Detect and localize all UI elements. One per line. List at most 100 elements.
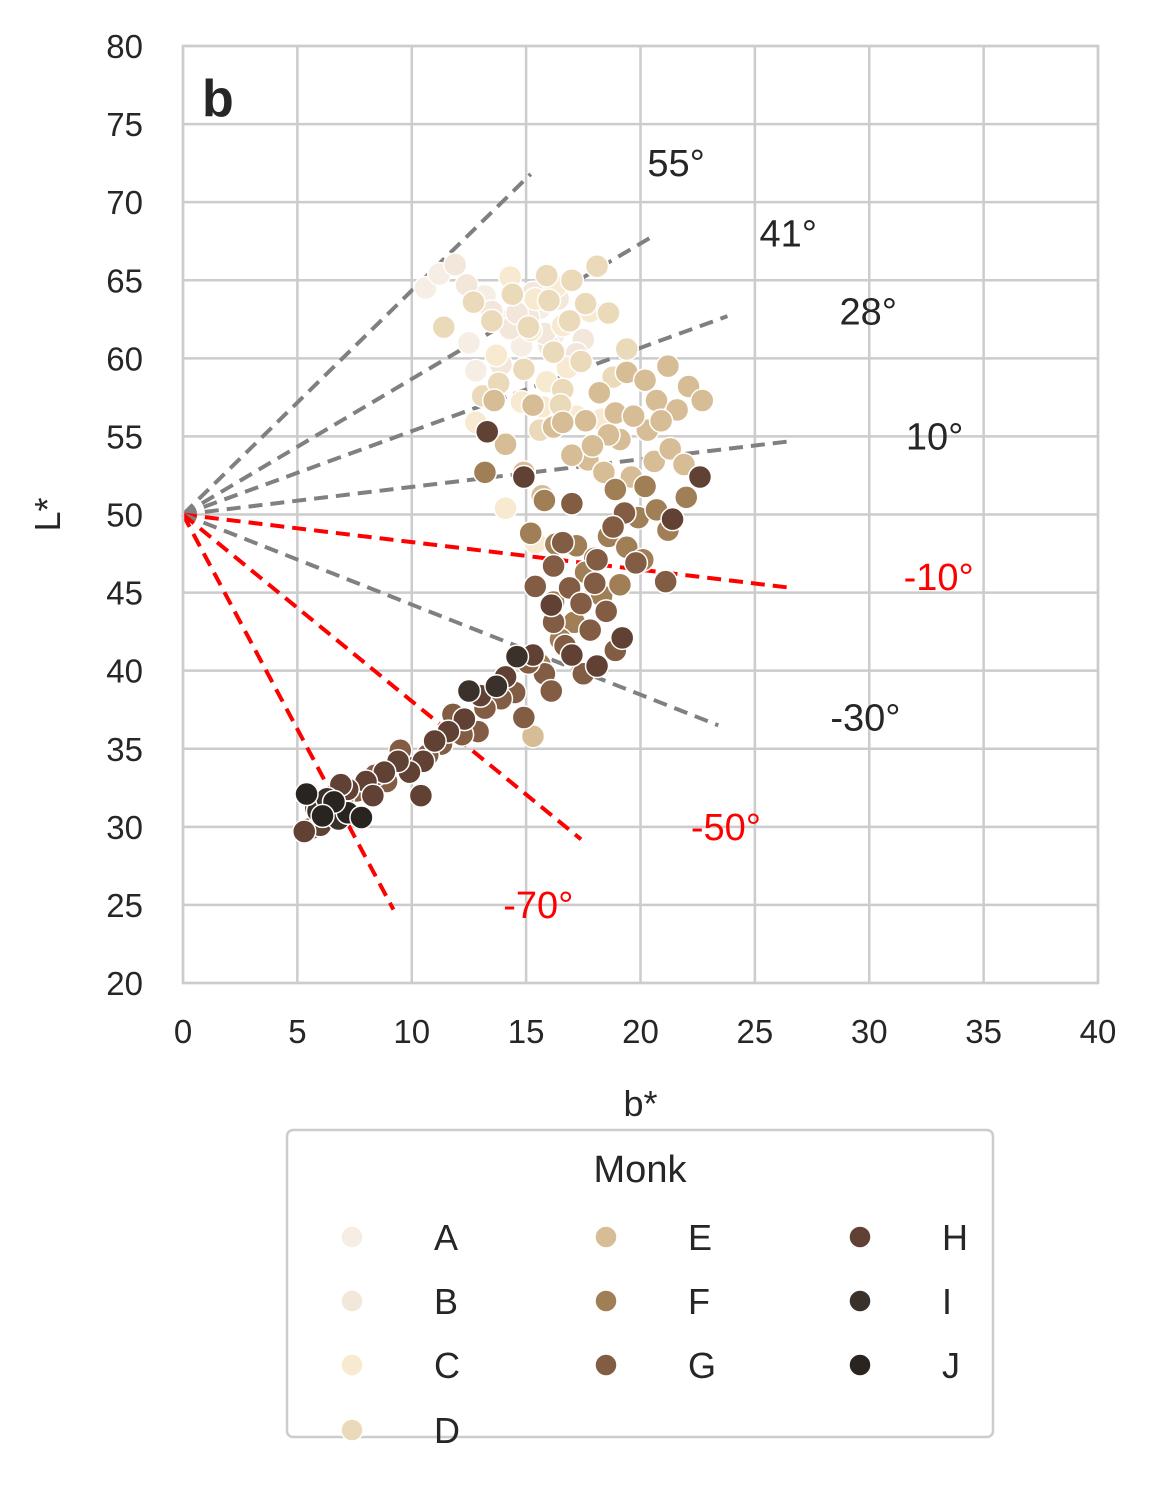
y-tick-label: 40 — [106, 653, 143, 690]
y-tick-label: 45 — [106, 575, 143, 612]
data-point — [442, 252, 468, 277]
legend-marker — [340, 1225, 364, 1249]
data-point — [632, 367, 658, 393]
data-point — [559, 268, 585, 293]
data-point — [456, 678, 482, 704]
legend-item: H — [848, 1217, 968, 1258]
data-point — [580, 433, 605, 459]
data-point — [621, 403, 646, 429]
legend-item: C — [340, 1345, 460, 1386]
legend-label: A — [434, 1217, 458, 1258]
data-point — [463, 358, 489, 384]
data-point — [591, 460, 617, 485]
data-point — [653, 569, 678, 594]
data-point — [539, 592, 564, 618]
data-point — [484, 342, 509, 368]
y-tick-label: 50 — [106, 497, 143, 534]
data-point — [690, 388, 715, 413]
legend-label: F — [688, 1281, 710, 1322]
data-point — [456, 330, 482, 355]
data-point — [518, 520, 543, 546]
legend-item: I — [848, 1281, 952, 1322]
data-point — [582, 570, 607, 596]
data-point — [584, 653, 610, 679]
y-tick-label: 70 — [106, 184, 143, 221]
angle-label: -10° — [904, 557, 974, 599]
legend-item: E — [594, 1217, 712, 1258]
data-point — [568, 591, 594, 616]
data-point — [655, 353, 681, 379]
legend-marker — [848, 1289, 872, 1313]
data-point — [603, 477, 628, 502]
data-point — [600, 514, 626, 540]
data-point — [641, 449, 667, 474]
angle-label: -70° — [503, 885, 573, 927]
legend-label: B — [434, 1281, 458, 1322]
data-point — [541, 553, 566, 579]
y-tick-label: 65 — [106, 262, 143, 299]
angle-lines: 55° 41° 28° 10° -10° -30° -50° -70° — [181, 143, 974, 927]
data-point — [687, 464, 713, 490]
data-point — [557, 308, 582, 334]
legend-item: J — [848, 1345, 960, 1386]
legend-title: Monk — [594, 1149, 688, 1191]
angle-label: -30° — [830, 698, 900, 740]
y-tick-label: 55 — [106, 418, 143, 455]
data-point — [349, 805, 374, 830]
data-point — [461, 289, 486, 315]
x-tick-label: 5 — [288, 1013, 306, 1050]
y-tick-label: 35 — [106, 731, 143, 768]
data-point — [541, 339, 566, 365]
angle-line — [182, 439, 792, 517]
data-point — [607, 572, 633, 598]
data-point — [504, 644, 530, 669]
legend-item: F — [594, 1281, 710, 1322]
legend-item: B — [340, 1281, 458, 1322]
data-point — [511, 705, 537, 730]
data-point — [671, 452, 697, 477]
panel-label: b — [202, 70, 234, 128]
data-point — [408, 783, 434, 808]
data-point — [511, 357, 537, 382]
legend-marker — [594, 1289, 618, 1313]
data-point — [493, 431, 518, 457]
y-tick-label: 60 — [106, 340, 143, 377]
legend-item: A — [340, 1217, 458, 1258]
data-point — [577, 617, 603, 643]
data-point — [596, 300, 621, 326]
data-point — [550, 410, 575, 435]
y-tick-labels: 20 25 30 35 40 45 50 55 60 65 70 75 80 — [106, 28, 143, 1002]
legend-label: C — [434, 1345, 460, 1386]
data-point — [294, 781, 319, 807]
angle-label: 55° — [647, 143, 704, 185]
data-point — [573, 291, 598, 316]
data-point — [584, 547, 610, 573]
angle-label: 28° — [840, 291, 897, 333]
legend-item: G — [594, 1345, 716, 1386]
data-point — [632, 474, 658, 499]
data-point — [609, 625, 635, 651]
legend-marker — [848, 1353, 872, 1377]
data-points — [291, 252, 715, 844]
data-point — [536, 288, 562, 313]
data-point — [657, 436, 683, 462]
data-point — [674, 485, 699, 510]
angle-label: 41° — [759, 213, 816, 255]
data-point — [523, 574, 548, 599]
legend-label: D — [434, 1410, 460, 1451]
data-point — [431, 314, 457, 340]
legend-marker — [340, 1353, 364, 1377]
data-point — [481, 388, 507, 413]
data-point — [360, 783, 386, 808]
y-tick-label: 80 — [106, 28, 143, 65]
data-point — [484, 674, 509, 699]
legend-box — [285, 1128, 995, 1439]
data-point — [573, 408, 598, 434]
angle-line — [182, 512, 792, 590]
data-point — [511, 464, 537, 490]
angle-line — [182, 314, 729, 517]
legend-marker — [340, 1418, 364, 1442]
x-tick-label: 40 — [1080, 1013, 1117, 1050]
